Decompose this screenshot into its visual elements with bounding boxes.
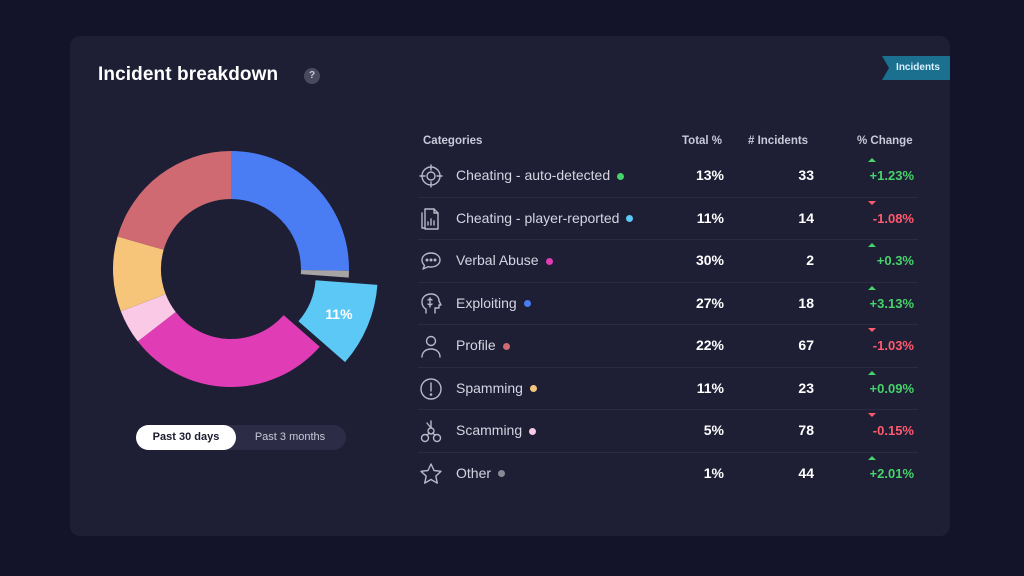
category-label: Cheating - auto-detected xyxy=(456,167,625,183)
percent-change: -0.15% xyxy=(872,423,914,438)
table-row[interactable]: Spamming 11% 23 +0.09% xyxy=(418,368,918,410)
legend-dot xyxy=(626,215,634,223)
donut-slice-exploiting[interactable] xyxy=(231,151,349,271)
legend-dot xyxy=(498,470,506,478)
total-percent: 22% xyxy=(695,337,724,353)
header-categories[interactable]: Categories xyxy=(423,135,483,147)
table-row[interactable]: Scamming 5% 78 -0.15% xyxy=(418,410,918,453)
total-percent: 5% xyxy=(703,422,724,438)
incident-donut-chart: 11% xyxy=(113,151,378,387)
incident-count: 18 xyxy=(798,294,814,311)
incident-count: 2 xyxy=(806,252,814,268)
percent-change: -1.03% xyxy=(872,338,914,353)
total-percent: 11% xyxy=(696,379,724,396)
category-name: Cheating - player-reported xyxy=(456,209,620,226)
category-label: Profile xyxy=(456,337,510,353)
incident-count: 33 xyxy=(798,167,814,183)
table-row[interactable]: Profile 22% 67 -1.03% xyxy=(418,325,918,368)
donut-slice-other[interactable] xyxy=(300,270,349,278)
total-percent: 27% xyxy=(695,294,724,311)
trend-up-icon xyxy=(868,370,876,375)
table-row[interactable]: Verbal Abuse 30% 2 +0.3% xyxy=(418,240,918,283)
legend-dot xyxy=(529,427,537,435)
percent-change: +0.09% xyxy=(869,380,914,396)
incident-count: 44 xyxy=(798,464,814,481)
total-percent: 11% xyxy=(696,209,724,226)
time-range-toggle: Past 30 days Past 3 months xyxy=(136,425,346,450)
legend-dot xyxy=(545,257,553,265)
incident-breakdown-card: Incident breakdown ? Incidents 11% Past … xyxy=(70,36,950,536)
trend-down-icon xyxy=(868,200,876,205)
table-row[interactable]: Exploiting 27% 18 +3.13% xyxy=(418,283,918,325)
highlight-slice-label: 11% xyxy=(325,306,353,322)
trend-up-icon xyxy=(868,285,876,290)
header-incidents[interactable]: # Incidents xyxy=(748,135,809,147)
legend-dot xyxy=(529,385,537,393)
category-name: Spamming xyxy=(456,379,523,396)
category-label: Scamming xyxy=(456,422,537,438)
percent-change: +3.13% xyxy=(869,295,914,311)
incident-count: 14 xyxy=(798,209,814,226)
incident-count: 78 xyxy=(798,422,814,438)
category-label: Verbal Abuse xyxy=(456,252,553,268)
star-icon xyxy=(420,462,442,484)
trend-up-icon xyxy=(868,455,876,460)
table-row[interactable]: Cheating - player-reported 11% 14 -1.08% xyxy=(418,198,918,240)
donut-slice-cheating-player-reported[interactable] xyxy=(298,280,378,363)
category-name: Profile xyxy=(456,337,496,353)
incidents-ribbon: Incidents xyxy=(882,56,950,80)
percent-change: -1.08% xyxy=(872,210,914,226)
header-change[interactable]: % Change xyxy=(857,135,913,147)
total-percent: 13% xyxy=(695,167,724,183)
category-label: Other xyxy=(456,464,506,481)
legend-dot xyxy=(502,342,510,350)
alert-circle-icon xyxy=(420,377,442,400)
category-label: Spamming xyxy=(456,380,537,396)
user-icon xyxy=(421,335,441,358)
chat-bubble-icon xyxy=(421,252,441,270)
table-header: Categories Total % # Incidents % Change xyxy=(418,131,918,155)
trend-down-icon xyxy=(868,413,876,417)
trend-down-icon xyxy=(868,328,876,332)
report-document-icon xyxy=(421,207,439,230)
total-percent: 1% xyxy=(703,464,724,481)
donut-slice-profile[interactable] xyxy=(117,151,231,250)
percent-change: +2.01% xyxy=(869,465,914,481)
percent-change: +0.3% xyxy=(876,253,914,268)
incident-count: 23 xyxy=(798,379,814,396)
category-name: Other xyxy=(456,464,492,481)
card-title: Incident breakdown xyxy=(98,64,279,85)
percent-change: +1.23% xyxy=(869,168,914,183)
category-label: Cheating - player-reported xyxy=(456,209,634,226)
trend-up-icon xyxy=(868,158,876,162)
table-row[interactable]: Other 1% 44 +2.01% xyxy=(418,453,918,495)
past-3-months-button[interactable]: Past 3 months xyxy=(254,431,326,443)
incident-table: Categories Total % # Incidents % Change … xyxy=(418,131,918,494)
scam-network-icon xyxy=(420,420,442,443)
table-row[interactable]: Cheating - auto-detected 13% 33 +1.23% xyxy=(418,155,918,198)
legend-dot xyxy=(523,300,531,308)
category-name: Exploiting xyxy=(456,294,517,311)
legend-dot xyxy=(617,172,625,180)
category-name: Cheating - auto-detected xyxy=(456,167,611,183)
category-label: Exploiting xyxy=(456,295,531,311)
donut-slice-verbal-abuse[interactable] xyxy=(137,311,320,387)
help-icon[interactable]: ? xyxy=(304,68,320,84)
table-body: Cheating - auto-detected 13% 33 +1.23% Cheat… xyxy=(418,155,918,494)
incident-count: 67 xyxy=(798,337,814,353)
trend-up-icon xyxy=(868,243,876,247)
header-total[interactable]: Total % xyxy=(682,135,723,147)
donut-slice-scamming[interactable] xyxy=(120,294,176,342)
past-30-days-button[interactable]: Past 30 days xyxy=(136,425,236,450)
category-name: Verbal Abuse xyxy=(456,252,539,268)
category-name: Scamming xyxy=(456,422,523,438)
crosshair-icon xyxy=(419,164,443,188)
total-percent: 30% xyxy=(695,252,724,268)
donut-slice-spamming[interactable] xyxy=(113,236,166,312)
brain-head-icon xyxy=(421,292,442,314)
